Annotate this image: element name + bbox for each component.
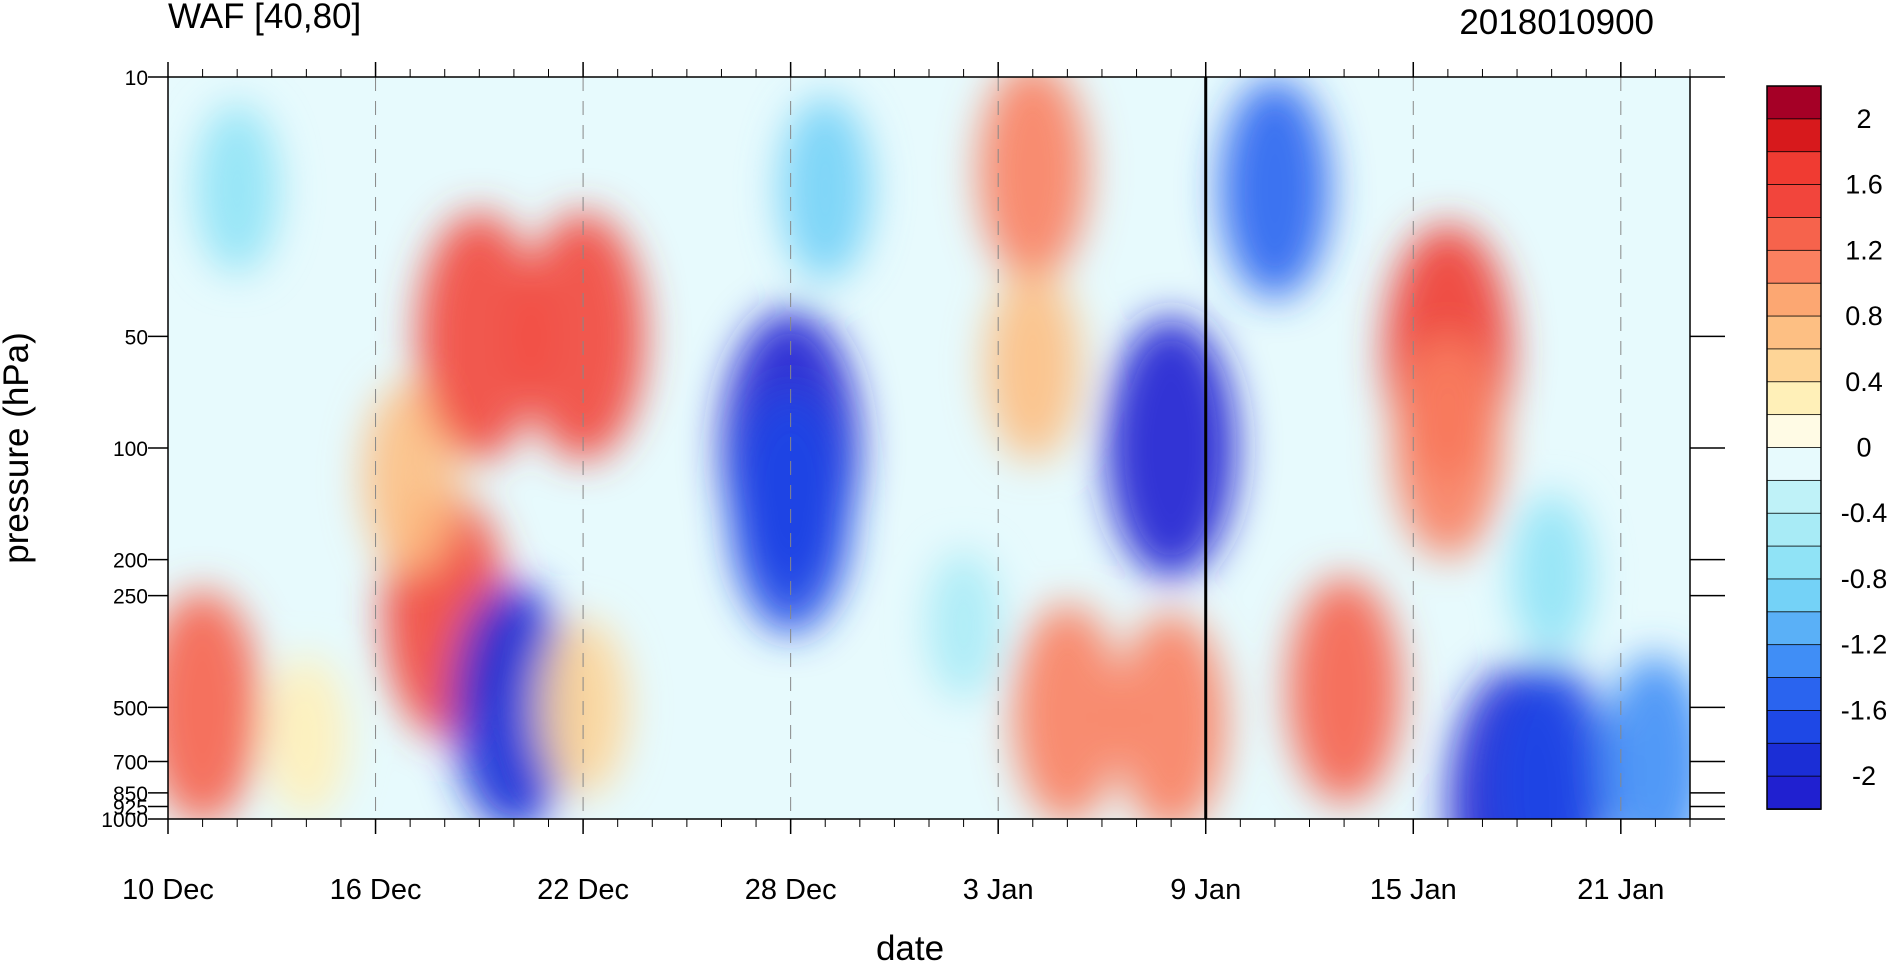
x-tick-label: 22 Dec [537, 874, 629, 906]
colorbar-label: 0.4 [1845, 367, 1883, 397]
field-feature [1116, 612, 1226, 819]
colorbar-swatch [1766, 512, 1822, 547]
chart-title: WAF [40,80] [168, 0, 361, 36]
colorbar-swatch [1766, 315, 1822, 350]
y-tick-label: 250 [113, 586, 148, 609]
colorbar-swatch [1766, 414, 1822, 449]
colorbar-label: 2 [1856, 104, 1871, 134]
colorbar-swatch [1766, 348, 1822, 383]
colorbar-swatch [1766, 644, 1822, 679]
colorbar-swatch [1766, 282, 1822, 317]
field-feature [984, 270, 1081, 462]
field-feature [779, 96, 872, 281]
y-tick-label: 200 [113, 550, 148, 573]
y-tick-label: 100 [113, 438, 148, 461]
field-feature [521, 212, 646, 461]
field-feature [168, 590, 261, 819]
field-feature [452, 583, 576, 819]
field-feature [1602, 655, 1690, 819]
y-tick-label: 500 [113, 697, 148, 720]
field-feature [194, 103, 280, 274]
x-tick-label: 21 Jan [1577, 874, 1664, 906]
field-blobs [168, 77, 1690, 819]
colorbar-swatch [1766, 118, 1822, 153]
colorbar-swatch [1766, 85, 1822, 120]
plot-area [168, 77, 1690, 819]
colorbar-label: 0.8 [1845, 301, 1883, 331]
colorbar-swatch [1766, 447, 1822, 482]
colorbar-frame [1766, 85, 1822, 810]
y-tick-label: 1000 [101, 809, 148, 832]
colorbar-swatch [1766, 578, 1822, 613]
field-feature [977, 77, 1088, 282]
field-feature [362, 381, 458, 574]
x-tick-label: 28 Dec [745, 874, 837, 906]
colorbar-swatch [1766, 479, 1822, 515]
colorbar-swatch [1766, 249, 1822, 285]
colorbar-swatch [1766, 710, 1822, 745]
y-axis-label: pressure (hPa) [0, 332, 36, 563]
field-feature [265, 655, 348, 819]
field-feature [1392, 338, 1503, 558]
colorbar-swatch [1766, 775, 1822, 810]
field-feature [1491, 662, 1612, 819]
colorbar-label: -0.8 [1841, 564, 1888, 594]
y-tick-label: 50 [125, 326, 148, 349]
y-tick-label: 925 [113, 796, 148, 819]
field-feature [1510, 493, 1593, 657]
colorbar-swatch [1766, 742, 1822, 778]
field-feature [417, 212, 542, 461]
field-feature [1012, 603, 1123, 819]
colorbar-label: 0 [1856, 433, 1871, 463]
y-tick-label: 700 [113, 752, 148, 775]
field-feature [1220, 78, 1330, 299]
colorbar-label: -2 [1852, 761, 1876, 791]
colorbar-swatch [1766, 217, 1822, 252]
y-tick-label: 850 [113, 783, 148, 806]
field-feature [1105, 317, 1237, 579]
colorbar-label: 1.6 [1845, 170, 1883, 200]
colorbar-label: -0.4 [1841, 498, 1888, 528]
colorbar-label: -1.2 [1841, 630, 1888, 660]
x-tick-label: 10 Dec [122, 874, 214, 906]
field-feature [1287, 577, 1401, 804]
x-tick-label: 15 Jan [1370, 874, 1457, 906]
x-tick-label: 9 Jan [1170, 874, 1241, 906]
colorbar-swatch [1766, 545, 1822, 580]
colorbar-label: 1.2 [1845, 235, 1883, 265]
colorbar-swatch [1766, 151, 1822, 186]
colorbar-label: -1.6 [1841, 695, 1888, 725]
x-tick-label: 3 Jan [963, 874, 1034, 906]
colorbar-swatch [1766, 381, 1822, 416]
colorbar-swatch [1766, 611, 1822, 646]
colorbar-swatch [1766, 184, 1822, 219]
chart-subtitle: 2018010900 [1459, 3, 1654, 42]
x-tick-label: 16 Dec [330, 874, 422, 906]
x-axis-label: date [876, 929, 944, 961]
field-feature [926, 550, 1001, 700]
colorbar: 2 1.6 1.2 0.8 0.4 0 -0.4 -0.8 -1.2 -1.6 -2 [1766, 85, 1888, 810]
x-axis: 10 Dec 16 Dec 22 Dec 28 Dec 3 Jan 9 Jan 15 Jan… [122, 62, 1691, 906]
colorbar-swatch [1766, 677, 1822, 712]
y-tick-label: 10 [125, 67, 148, 90]
